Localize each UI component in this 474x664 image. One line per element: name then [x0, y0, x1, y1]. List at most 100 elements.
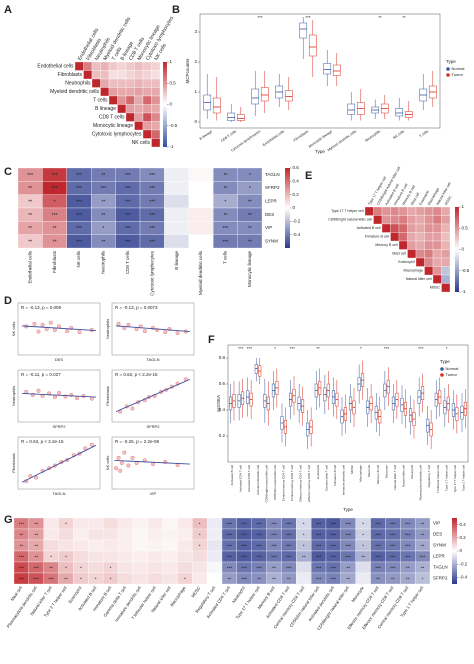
- x-tick-label: Effector memory CD4 T cell: [299, 465, 303, 502]
- correlation-cell: [134, 104, 144, 114]
- colorbar-tick-label: 0.2: [293, 192, 300, 197]
- correlation-cell: [432, 215, 442, 225]
- heatmap-cell: [88, 561, 104, 574]
- row-label: SFRP2: [433, 576, 448, 581]
- panel-letter: A: [4, 4, 12, 16]
- heatmap-cell: [147, 561, 163, 574]
- x-tick-label: T cells: [419, 129, 430, 138]
- fit-line: [115, 378, 191, 413]
- heatmap-cell: [43, 517, 59, 530]
- significance-label: ***: [27, 173, 33, 179]
- significance-label: ***: [331, 544, 337, 549]
- significance-label: **: [101, 213, 105, 219]
- y-axis-label: MCPcounter: [185, 58, 190, 84]
- significance-label: ***: [76, 226, 82, 232]
- correlation-cell: [381, 215, 391, 225]
- correlation-cell: [432, 240, 442, 250]
- heatmap-cell: [296, 561, 312, 574]
- annotation: R = -0.13, p = 0.009: [21, 305, 62, 310]
- significance-label: ***: [331, 555, 337, 560]
- x-tick-label: Monocyte: [384, 465, 388, 478]
- correlation-cell: [441, 257, 451, 267]
- significance-label: *: [80, 577, 82, 582]
- significance-label: ***: [346, 522, 352, 527]
- significance-label: ***: [48, 577, 54, 582]
- significance-label: ***: [384, 346, 390, 351]
- column-label: Monocytic lineage: [247, 251, 252, 288]
- x-axis-label: VIP: [150, 491, 157, 496]
- significance-label: ***: [418, 346, 424, 351]
- significance-label: ***: [420, 555, 426, 560]
- x-tick-label: Type 1 T helper cell: [444, 465, 448, 491]
- significance-label: ***: [271, 544, 277, 549]
- significance-label: ***: [34, 566, 40, 571]
- legend-title: Type: [446, 59, 456, 64]
- row-label: VIP: [265, 225, 272, 230]
- significance-label: ***: [256, 522, 262, 527]
- point: [163, 330, 168, 335]
- significance-label: *: [95, 577, 97, 582]
- significance-label: ***: [290, 346, 296, 351]
- correlation-cell: [117, 70, 127, 80]
- significance-label: ***: [256, 533, 262, 538]
- fit-line: [114, 459, 190, 465]
- significance-label: **: [20, 544, 24, 549]
- legend-swatch: [440, 367, 444, 371]
- correlation-cell: [117, 104, 127, 114]
- row-label: SFRP2: [265, 185, 280, 190]
- significance-label: *: [199, 533, 201, 538]
- point: [36, 329, 41, 334]
- significance-label: ***: [125, 186, 131, 192]
- heatmap-cell: [192, 550, 208, 563]
- x-tick-label: Activated CD8 T cell: [247, 465, 251, 492]
- significance-label: *: [360, 346, 362, 351]
- point: [77, 330, 82, 335]
- heatmap-cell: [88, 528, 104, 541]
- x-tick-label: Type 2 T helper cell: [462, 465, 466, 491]
- colorbar: [285, 168, 290, 248]
- heatmap-cell: [192, 572, 208, 585]
- significance-label: ***: [19, 566, 25, 571]
- legend-label: Tumor: [452, 72, 464, 77]
- point: [52, 395, 57, 400]
- row-label: NK cells: [132, 140, 151, 146]
- significance-label: ***: [242, 522, 248, 527]
- significance-label: ***: [242, 533, 248, 538]
- correlation-cell: [432, 266, 442, 276]
- y-tick-label: 2: [194, 59, 197, 64]
- box: [260, 87, 269, 102]
- significance-label: ***: [125, 213, 131, 219]
- legend-label: Normal: [446, 366, 459, 371]
- correlation-cell: [125, 78, 135, 88]
- x-tick-label: Mast cell: [367, 465, 371, 477]
- x-tick-label: Effector memory CD8 T cell: [307, 465, 311, 502]
- x-tick-label: CD56bright natural killer cell: [264, 465, 268, 503]
- legend-swatch: [440, 373, 444, 377]
- box: [227, 112, 236, 121]
- correlation-cell: [398, 206, 408, 216]
- correlation-cell: [151, 70, 161, 80]
- significance-label: ***: [390, 555, 396, 560]
- y-tick-label: 0.4: [219, 407, 226, 412]
- row-label: TAGLN: [433, 565, 448, 570]
- point: [126, 463, 131, 468]
- y-axis-label: ssGSEA: [216, 395, 221, 412]
- correlation-cell: [125, 87, 135, 97]
- significance-label: **: [248, 199, 252, 205]
- significance-label: ***: [390, 544, 396, 549]
- heatmap-cell: [58, 539, 74, 552]
- significance-label: **: [248, 239, 252, 245]
- correlation-cell: [100, 78, 110, 88]
- row-label: Natural killer cell: [406, 277, 432, 281]
- x-tick-label: NK cells: [392, 129, 405, 140]
- significance-label: ***: [405, 522, 411, 527]
- significance-label: ***: [271, 522, 277, 527]
- box: [347, 103, 356, 115]
- heatmap-cell: [147, 539, 163, 552]
- significance-label: ***: [242, 555, 248, 560]
- colorbar-tick-label: 0: [460, 548, 463, 553]
- colorbar: [455, 207, 459, 292]
- box: [395, 108, 404, 117]
- box: [299, 22, 308, 39]
- significance-label: ***: [227, 555, 233, 560]
